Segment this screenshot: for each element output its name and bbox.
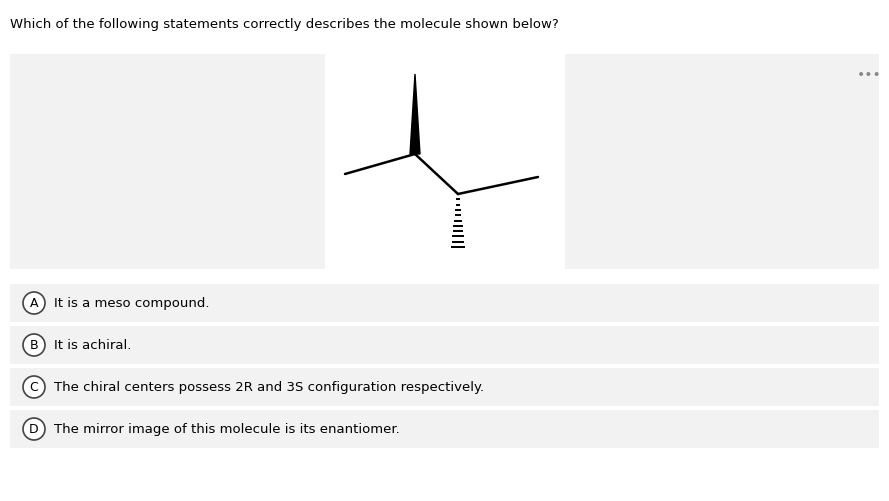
FancyBboxPatch shape [10, 55, 325, 270]
Polygon shape [410, 75, 420, 155]
FancyBboxPatch shape [10, 368, 879, 406]
FancyBboxPatch shape [565, 55, 879, 270]
Text: •••: ••• [857, 68, 882, 82]
FancyBboxPatch shape [10, 326, 879, 364]
Text: A: A [29, 297, 38, 310]
FancyBboxPatch shape [10, 410, 879, 448]
Text: The chiral centers possess 2R and 3S configuration respectively.: The chiral centers possess 2R and 3S con… [54, 381, 485, 394]
Circle shape [23, 334, 45, 356]
FancyBboxPatch shape [10, 285, 879, 322]
Text: D: D [29, 423, 39, 436]
Text: It is achiral.: It is achiral. [54, 339, 132, 352]
Text: It is a meso compound.: It is a meso compound. [54, 297, 210, 310]
FancyBboxPatch shape [325, 55, 565, 270]
Circle shape [23, 376, 45, 398]
Circle shape [23, 293, 45, 314]
Text: The mirror image of this molecule is its enantiomer.: The mirror image of this molecule is its… [54, 423, 400, 436]
Text: B: B [29, 339, 38, 352]
Text: Which of the following statements correctly describes the molecule shown below?: Which of the following statements correc… [10, 18, 559, 31]
Text: C: C [29, 381, 38, 394]
Circle shape [23, 418, 45, 440]
